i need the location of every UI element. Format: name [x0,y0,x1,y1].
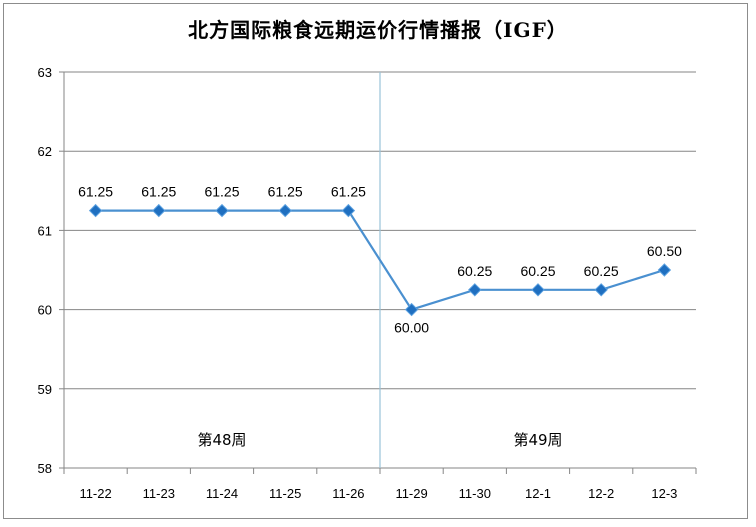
data-label: 61.25 [78,184,113,200]
axes: 58 59 60 61 62 63 11-22 11-23 11-24 11-25 11-26 11-… [38,65,697,501]
x-tick-label: 12-3 [651,486,677,501]
x-tick-label: 11-29 [395,486,427,501]
data-label: 61.25 [268,184,303,200]
x-tick-label: 12-1 [525,486,551,501]
data-point [657,263,672,277]
data-label: 60.50 [647,243,682,259]
data-point [88,203,103,218]
data-label: 61.25 [331,184,366,200]
data-label: 60.25 [457,263,492,279]
x-tick-label: 11-25 [269,486,301,501]
data-label: 60.25 [584,263,619,279]
data-label: 61.25 [141,184,176,200]
y-tick-label: 62 [38,144,52,159]
data-label: 60.25 [520,263,555,279]
x-tick-label: 11-24 [206,486,238,501]
x-tick-label: 11-26 [332,486,364,501]
data-point [215,203,229,218]
week-label: 第48周 [197,431,246,449]
y-tick-label: 61 [38,223,52,238]
week-label: 第49周 [513,431,562,449]
y-tick-label: 63 [38,65,52,80]
data-point [404,302,419,317]
series [88,203,672,317]
data-point [341,203,356,218]
x-tick-label: 11-30 [459,486,491,501]
chart-title: 北方国际粮食远期运价行情播报（IGF） [188,18,568,42]
chart-frame [3,3,748,519]
data-labels: 61.25 61.25 61.25 61.25 61.25 60.00 60.25 60.25… [78,184,682,336]
data-label: 61.25 [204,184,239,200]
week-labels: 第48周 第49周 [197,431,562,449]
data-label: 60.00 [394,320,429,336]
y-tick-label: 59 [38,382,52,397]
data-point [468,283,482,297]
data-point [152,203,166,218]
y-tick-label: 60 [38,303,52,318]
x-tick-label: 11-22 [79,486,111,501]
y-tick-label: 58 [38,461,52,476]
data-point [531,283,545,297]
data-point [594,283,608,297]
series-line [95,209,665,311]
x-tick-label: 12-2 [588,486,614,501]
x-tick-label: 11-23 [143,486,175,501]
data-point [278,203,292,218]
